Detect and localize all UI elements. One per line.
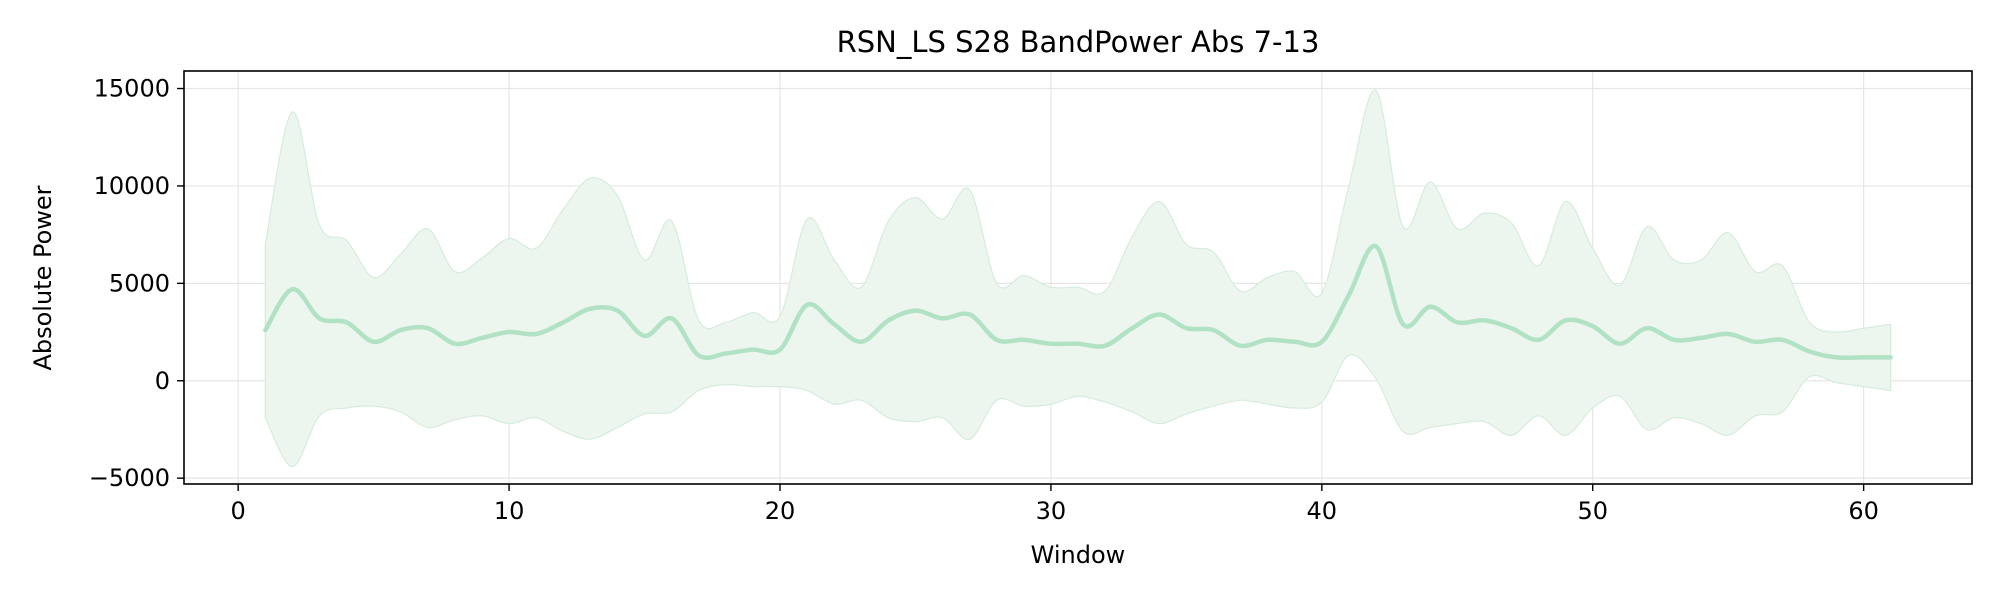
- y-tick-label: 15000: [94, 75, 170, 103]
- x-tick-label: 20: [765, 497, 796, 525]
- chart-title: RSN_LS S28 BandPower Abs 7-13: [837, 25, 1320, 59]
- variance-band: [264, 89, 1892, 468]
- mean-line: [263, 243, 1893, 361]
- y-tick-label: 10000: [94, 172, 170, 200]
- x-tick-label: 50: [1577, 497, 1608, 525]
- plot-frame: [183, 70, 1973, 485]
- x-axis-label: Window: [1031, 541, 1126, 569]
- x-tick-label: 30: [1036, 497, 1067, 525]
- x-tick-label: 40: [1307, 497, 1338, 525]
- x-tick-label: 10: [494, 497, 525, 525]
- y-axis-label: Absolute Power: [29, 185, 57, 370]
- y-tick-label: 0: [155, 367, 170, 395]
- x-tick-label: 0: [231, 497, 246, 525]
- y-axis: −5000 0 5000 10000 15000: [89, 75, 184, 492]
- x-tick-label: 60: [1848, 497, 1879, 525]
- y-tick-label: 5000: [109, 269, 170, 297]
- x-axis: 0 10 20 30 40 50 60: [231, 484, 1879, 525]
- y-tick-label: −5000: [89, 464, 170, 492]
